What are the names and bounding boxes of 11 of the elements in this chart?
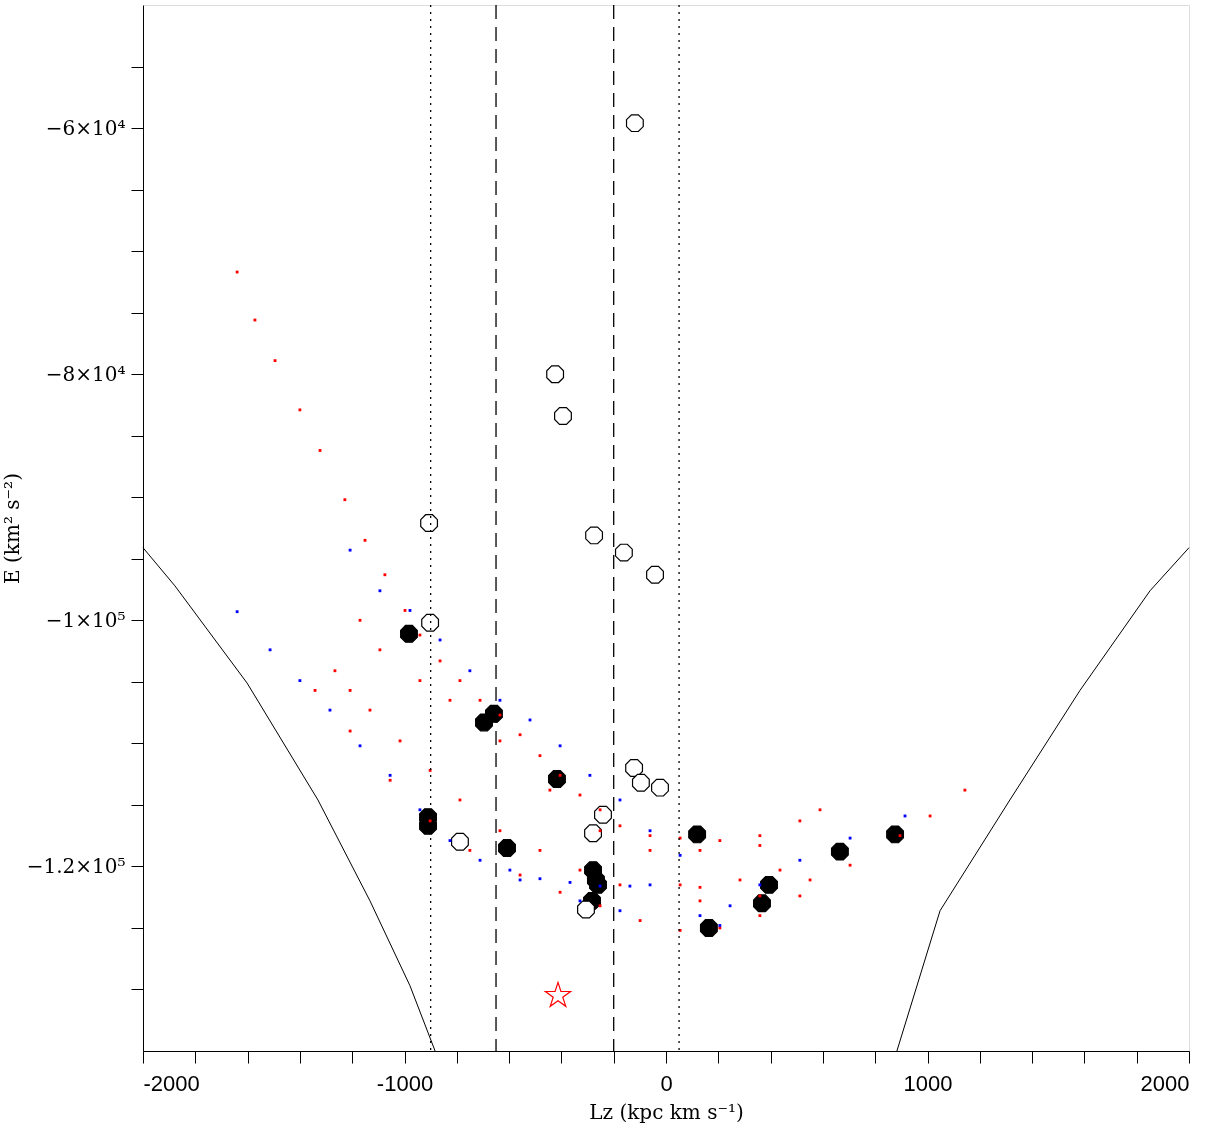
y-tick-label: −8×10⁴ xyxy=(45,361,126,386)
x-tick-label: 0 xyxy=(660,1070,673,1096)
y-axis-title: E (km² s⁻²) xyxy=(0,473,24,584)
y-tick-label: −1.2×10⁵ xyxy=(26,853,126,878)
x-tick-label: -1000 xyxy=(376,1070,434,1096)
y-tick-label: −1×10⁵ xyxy=(45,607,126,632)
y-tick-label: −6×10⁴ xyxy=(45,115,126,140)
x-tick-label: -2000 xyxy=(143,1070,200,1096)
x-tick-label: 2000 xyxy=(1140,1070,1190,1096)
x-axis-title: Lz (kpc km s⁻¹) xyxy=(589,1099,744,1124)
x-tick-label: 1000 xyxy=(903,1070,953,1096)
